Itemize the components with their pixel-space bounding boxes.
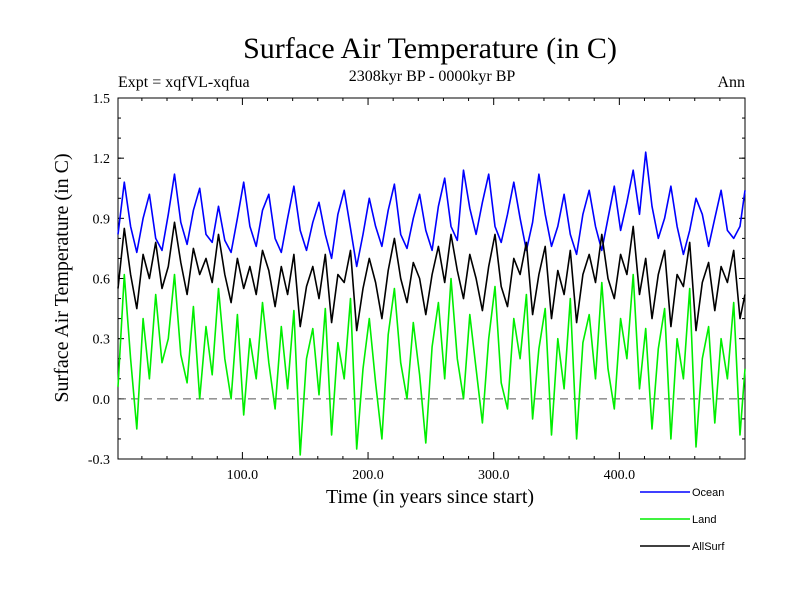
legend-label-land: Land	[692, 514, 716, 526]
series-layer	[117, 151, 746, 456]
x-tick-label: 100.0	[227, 468, 259, 483]
series-line-allsurf	[117, 221, 746, 332]
legend-label-allsurf: AllSurf	[692, 541, 725, 553]
x-tick-label: 400.0	[604, 468, 636, 483]
y-tick-label: -0.3	[88, 453, 110, 468]
y-tick-label: 1.2	[93, 152, 111, 167]
y-tick-label: 0.9	[93, 212, 111, 227]
x-axis-label: Time (in years since start)	[326, 486, 534, 508]
y-tick-label: 0.3	[93, 333, 111, 348]
x-tick-label: 200.0	[352, 468, 384, 483]
y-tick-label: 1.5	[93, 92, 111, 107]
chart-subtitle: 2308kyr BP - 0000kyr BP	[349, 68, 516, 85]
x-tick-label: 300.0	[478, 468, 510, 483]
y-axis-label: Surface Air Temperature (in C)	[51, 153, 73, 402]
series-line-land	[117, 273, 746, 456]
y-tick-label: 0.0	[93, 393, 111, 408]
legend-label-ocean: Ocean	[692, 487, 724, 499]
y-tick-label: 0.6	[93, 273, 111, 288]
chart-title: Surface Air Temperature (in C)	[243, 32, 617, 65]
experiment-label: Expt = xqfVL-xqfua	[118, 74, 250, 91]
y-axis: -0.3 0.0 0.3 0.6 0.9 1.2 1.5	[88, 92, 745, 468]
series-line-ocean	[117, 151, 746, 268]
x-axis: 100.0 200.0 300.0 400.0	[141, 98, 721, 483]
season-label: Ann	[717, 74, 745, 91]
legend: Ocean Land AllSurf	[640, 487, 725, 553]
